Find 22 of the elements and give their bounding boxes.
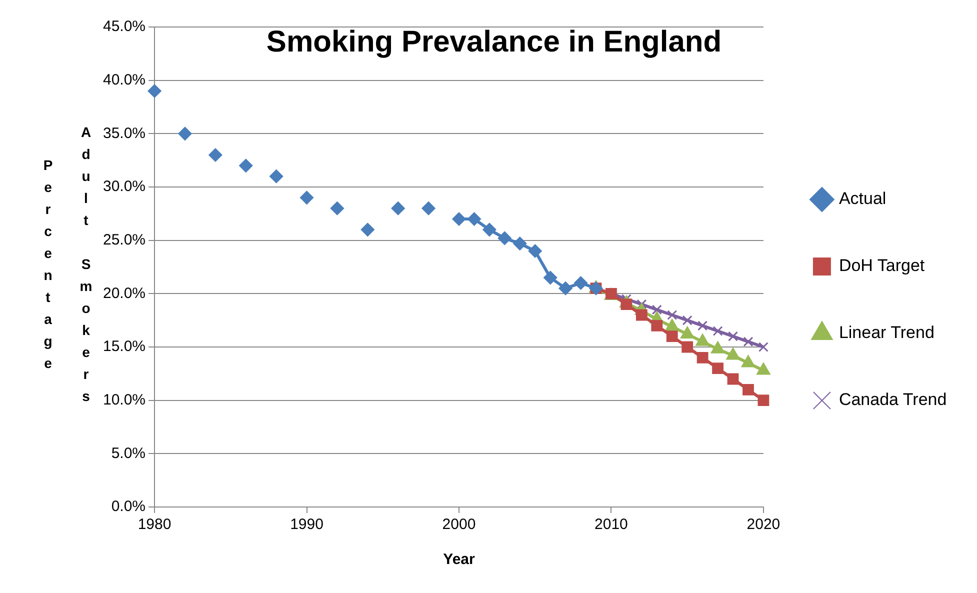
y-tick-label: 0.0% — [111, 498, 146, 516]
legend-label: Linear Trend — [838, 323, 934, 342]
legend-label: Canada Trend — [838, 390, 947, 410]
x-tick-label: 2010 — [594, 516, 628, 534]
x-tick-label: 2000 — [442, 516, 476, 534]
x-tick-label: 2020 — [746, 516, 780, 534]
y-tick-label: 10.0% — [102, 391, 146, 408]
legend-label: Actual — [838, 189, 886, 208]
text: Percentage Adult Smokers — [40, 124, 94, 410]
y-tick-label: 15.0% — [102, 338, 146, 356]
x-tick-label: 1990 — [290, 516, 324, 534]
y-tick-label: 35.0% — [102, 124, 146, 142]
y-tick-label: 45.0% — [102, 18, 146, 36]
y-tick-label: 30.0% — [102, 178, 146, 196]
chart-title: Smoking Prevalance in England — [266, 25, 722, 58]
legend-label: DoH Target — [838, 256, 925, 276]
x-axis-title: Year — [443, 551, 475, 568]
y-tick-label: 40.0% — [102, 71, 146, 88]
y-tick-label: 20.0% — [102, 284, 146, 302]
y-tick-label: 5.0% — [111, 444, 146, 462]
y-tick-label: 25.0% — [102, 231, 146, 248]
x-tick-label: 1980 — [138, 516, 172, 534]
